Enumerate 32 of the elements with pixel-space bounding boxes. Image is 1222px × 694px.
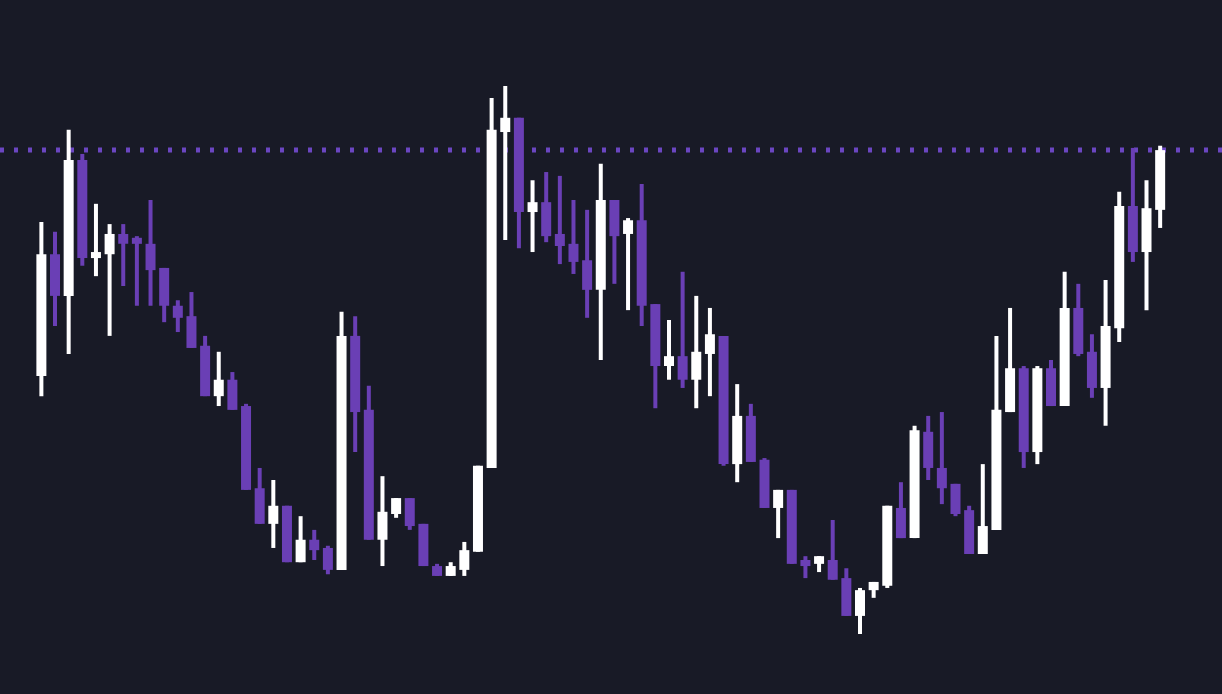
candlestick bbox=[541, 170, 552, 245]
candlestick bbox=[104, 222, 115, 338]
candlestick bbox=[268, 478, 279, 550]
candlestick bbox=[131, 234, 142, 308]
candlestick bbox=[50, 229, 61, 329]
candlestick bbox=[773, 487, 784, 541]
candlestick bbox=[322, 543, 333, 577]
candlestick bbox=[623, 216, 634, 313]
candlestick bbox=[527, 178, 538, 255]
candlestick bbox=[855, 585, 865, 636]
candlestick bbox=[295, 514, 306, 565]
candlestick bbox=[663, 318, 674, 382]
candlestick bbox=[582, 207, 593, 320]
candlestick bbox=[227, 370, 238, 412]
candlestick bbox=[213, 349, 224, 409]
candlestick bbox=[895, 480, 906, 541]
candlestick bbox=[704, 305, 715, 399]
candlestick bbox=[90, 201, 101, 279]
candlestick bbox=[1073, 281, 1084, 359]
candlestick bbox=[1005, 305, 1016, 415]
candlestick bbox=[309, 527, 320, 563]
candlestick bbox=[118, 222, 129, 289]
candlestick bbox=[677, 269, 688, 390]
candlestick bbox=[691, 293, 702, 411]
candlestick bbox=[391, 496, 402, 520]
candlestick bbox=[936, 410, 947, 507]
candlestick bbox=[1086, 332, 1097, 400]
candlestick bbox=[1046, 358, 1057, 409]
candlestick bbox=[609, 197, 620, 286]
candlestick bbox=[923, 413, 934, 483]
candlestick bbox=[377, 474, 388, 569]
candlestick bbox=[254, 465, 265, 526]
